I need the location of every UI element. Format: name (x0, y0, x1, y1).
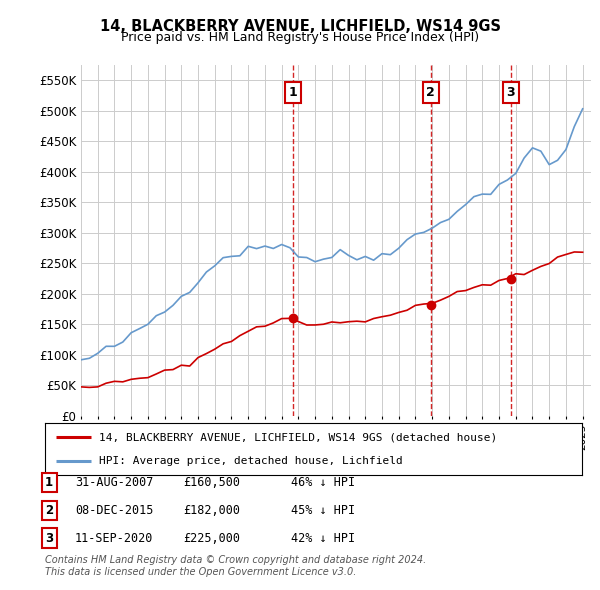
Text: HPI: Average price, detached house, Lichfield: HPI: Average price, detached house, Lich… (98, 456, 403, 466)
Text: £225,000: £225,000 (183, 532, 240, 545)
Text: 3: 3 (45, 532, 53, 545)
Text: 46% ↓ HPI: 46% ↓ HPI (291, 476, 355, 489)
Text: 2: 2 (45, 504, 53, 517)
Text: £182,000: £182,000 (183, 504, 240, 517)
Text: 1: 1 (289, 86, 297, 99)
Text: 08-DEC-2015: 08-DEC-2015 (75, 504, 154, 517)
Text: 1: 1 (45, 476, 53, 489)
Text: 11-SEP-2020: 11-SEP-2020 (75, 532, 154, 545)
Text: 42% ↓ HPI: 42% ↓ HPI (291, 532, 355, 545)
Text: 31-AUG-2007: 31-AUG-2007 (75, 476, 154, 489)
Text: 2: 2 (427, 86, 435, 99)
Text: 14, BLACKBERRY AVENUE, LICHFIELD, WS14 9GS: 14, BLACKBERRY AVENUE, LICHFIELD, WS14 9… (100, 19, 500, 34)
Text: 14, BLACKBERRY AVENUE, LICHFIELD, WS14 9GS (detached house): 14, BLACKBERRY AVENUE, LICHFIELD, WS14 9… (98, 432, 497, 442)
Text: £160,500: £160,500 (183, 476, 240, 489)
Text: 45% ↓ HPI: 45% ↓ HPI (291, 504, 355, 517)
Text: 3: 3 (506, 86, 515, 99)
Text: Price paid vs. HM Land Registry's House Price Index (HPI): Price paid vs. HM Land Registry's House … (121, 31, 479, 44)
Text: Contains HM Land Registry data © Crown copyright and database right 2024.
This d: Contains HM Land Registry data © Crown c… (45, 555, 426, 577)
